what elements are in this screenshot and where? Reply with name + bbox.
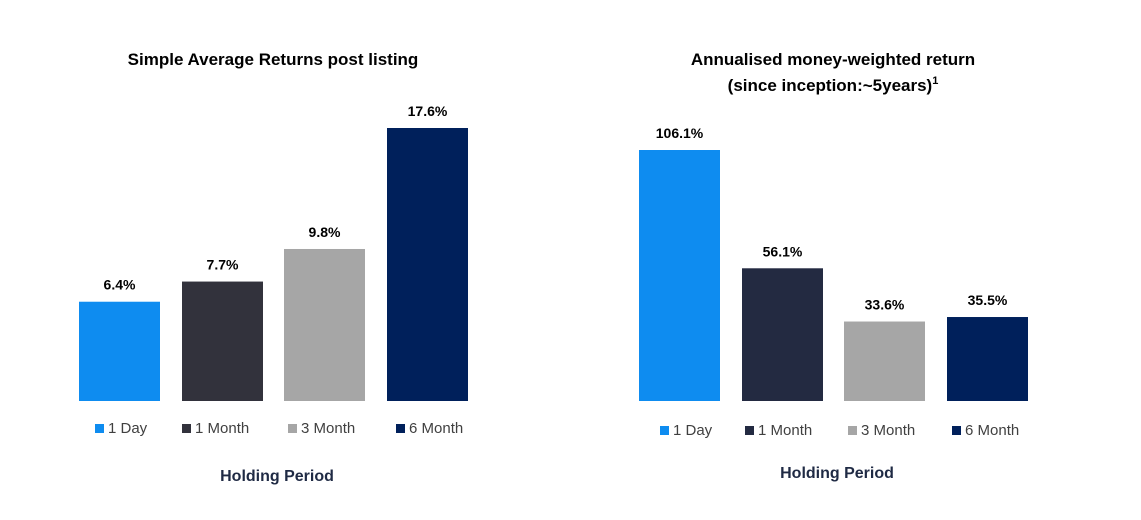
chart-left-value-label-0: 6.4% (104, 277, 136, 293)
chart-left-bar-1 (182, 281, 263, 401)
chart-right-value-label-2: 33.6% (865, 297, 905, 313)
chart-right-legend-swatch-2 (848, 426, 857, 435)
chart-left-value-labels: 6.4% 7.7% 9.8% 17.6% (104, 103, 448, 293)
chart-left-bar-3 (387, 128, 468, 401)
chart-right-xlabel: Holding Period (780, 465, 894, 482)
chart-right: Annualised money-weighted return (since … (639, 50, 1028, 482)
chart-right-legend: 1 Day 1 Month 3 Month 6 Month (660, 422, 1019, 439)
chart-right-bar-2 (844, 321, 925, 401)
chart-right-legend-swatch-3 (952, 426, 961, 435)
chart-right-legend-label-2: 3 Month (861, 422, 915, 439)
chart-left-legend: 1 Day 1 Month 3 Month 6 Month (95, 420, 463, 437)
chart-right-bars (639, 150, 1028, 401)
chart-left-bars (79, 128, 468, 401)
chart-left-legend-swatch-2 (288, 424, 297, 433)
chart-left-legend-swatch-1 (182, 424, 191, 433)
chart-right-value-labels: 106.1% 56.1% 33.6% 35.5% (656, 125, 1008, 313)
chart-left-value-label-2: 9.8% (309, 224, 341, 240)
chart-left-legend-label-1: 1 Month (195, 420, 249, 437)
chart-right-bar-0 (639, 150, 720, 401)
chart-right-title-line2-text: (since inception:~5years) (728, 76, 933, 95)
chart-left-legend-label-3: 6 Month (409, 420, 463, 437)
chart-right-title-superscript: 1 (932, 75, 938, 87)
chart-right-value-label-3: 35.5% (968, 292, 1008, 308)
chart-right-title: Annualised money-weighted return (691, 50, 975, 69)
chart-left-legend-label-2: 3 Month (301, 420, 355, 437)
chart-left-title: Simple Average Returns post listing (128, 50, 419, 69)
chart-left-legend-label-0: 1 Day (108, 420, 148, 437)
chart-right-value-label-1: 56.1% (763, 243, 803, 259)
chart-left-value-label-3: 17.6% (408, 103, 448, 119)
chart-right-legend-label-1: 1 Month (758, 422, 812, 439)
chart-left-bar-2 (284, 248, 365, 401)
chart-right-bar-1 (742, 268, 823, 401)
chart-right-bar-3 (947, 317, 1028, 401)
chart-right-legend-label-3: 6 Month (965, 422, 1019, 439)
chart-right-legend-swatch-0 (660, 426, 669, 435)
chart-right-title-line2: (since inception:~5years)1 (728, 75, 939, 95)
chart-left-legend-swatch-3 (396, 424, 405, 433)
chart-left-legend-swatch-0 (95, 424, 104, 433)
chart-left: Simple Average Returns post listing 6.4%… (79, 50, 468, 485)
chart-right-legend-swatch-1 (745, 426, 754, 435)
chart-left-value-label-1: 7.7% (207, 257, 239, 273)
chart-right-legend-label-0: 1 Day (673, 422, 713, 439)
chart-left-xlabel: Holding Period (220, 468, 334, 485)
chart-left-bar-0 (79, 301, 160, 401)
chart-right-value-label-0: 106.1% (656, 125, 704, 141)
